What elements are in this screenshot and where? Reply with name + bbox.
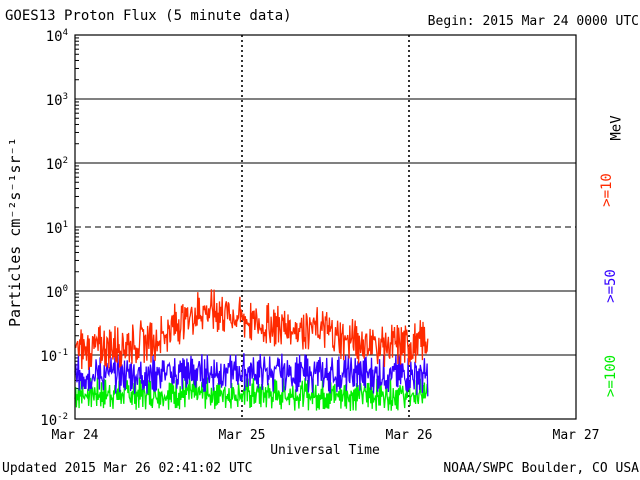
series-100mev — [74, 377, 429, 412]
updated-timestamp: Updated 2015 Mar 26 02:41:02 UTC — [2, 461, 253, 476]
y-tick-label: 104 — [46, 28, 68, 45]
x-axis-label: Universal Time — [270, 443, 380, 458]
x-tick-label: Mar 25 — [219, 428, 266, 443]
y-tick-label: 102 — [46, 156, 68, 173]
y-axis-label: Particles cm⁻²s⁻¹sr⁻¹ — [6, 137, 24, 327]
y-tick-label: 100 — [46, 284, 68, 301]
credit-label: NOAA/SWPC Boulder, CO USA — [443, 461, 639, 476]
y-tick-label: 10-2 — [40, 412, 68, 429]
begin-timestamp: Begin: 2015 Mar 24 0000 UTC — [427, 14, 639, 29]
y-tick-label: 10-1 — [40, 348, 68, 365]
y-tick-label: 103 — [46, 92, 68, 109]
series-50mev — [74, 353, 429, 397]
legend-50mev: >=50 — [602, 269, 619, 303]
legend-10mev: >=10 — [598, 173, 615, 207]
plot-frame — [74, 34, 577, 420]
series-10mev — [74, 289, 429, 371]
chart-title: GOES13 Proton Flux (5 minute data) — [5, 8, 292, 24]
x-tick-label: Mar 26 — [386, 428, 433, 443]
x-tick-label: Mar 24 — [52, 428, 99, 443]
y-tick-label: 101 — [46, 220, 68, 237]
legend-100mev: >=100 — [603, 354, 620, 398]
legend-unit: MeV — [608, 115, 625, 141]
x-tick-label: Mar 27 — [553, 428, 600, 443]
